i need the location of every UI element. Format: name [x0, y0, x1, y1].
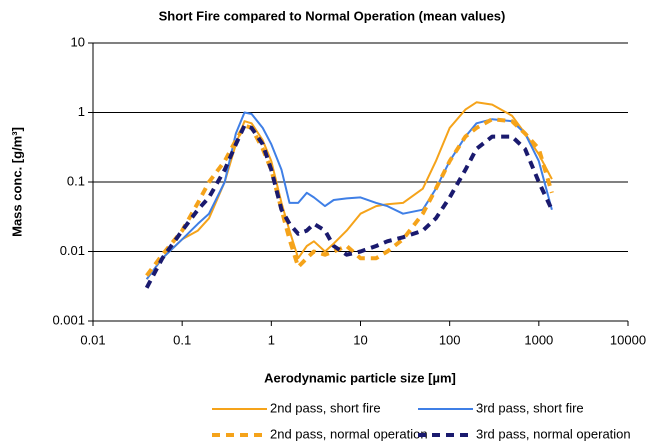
x-axis-title: Aerodynamic particle size [µm] — [264, 370, 456, 385]
series-line — [145, 117, 554, 277]
x-tick-label: 10000 — [610, 332, 646, 347]
legend-label: 3rd pass, short fire — [476, 400, 584, 415]
x-tick-label: 1 — [268, 332, 275, 347]
y-tick-label: 0.01 — [60, 243, 85, 258]
x-tick-label: 10 — [353, 332, 367, 347]
series-line — [144, 123, 554, 289]
x-tick-label: 0.01 — [80, 332, 105, 347]
y-tick-label: 0.001 — [52, 312, 85, 327]
x-tick-label: 1000 — [524, 332, 553, 347]
x-tick-label: 0.1 — [173, 332, 191, 347]
y-tick-label: 1 — [78, 104, 85, 119]
y-tick-label: 10 — [71, 34, 85, 49]
legend-label: 2nd pass, short fire — [270, 400, 381, 415]
legend-label: 2nd pass, normal operation — [270, 426, 428, 441]
legend-label: 3rd pass, normal operation — [476, 426, 631, 441]
x-tick-label: 100 — [439, 332, 461, 347]
y-axis-title: Mass conc. [g/m³] — [9, 127, 24, 237]
chart-title: Short Fire compared to Normal Operation … — [159, 8, 506, 23]
y-tick-label: 0.1 — [67, 173, 85, 188]
